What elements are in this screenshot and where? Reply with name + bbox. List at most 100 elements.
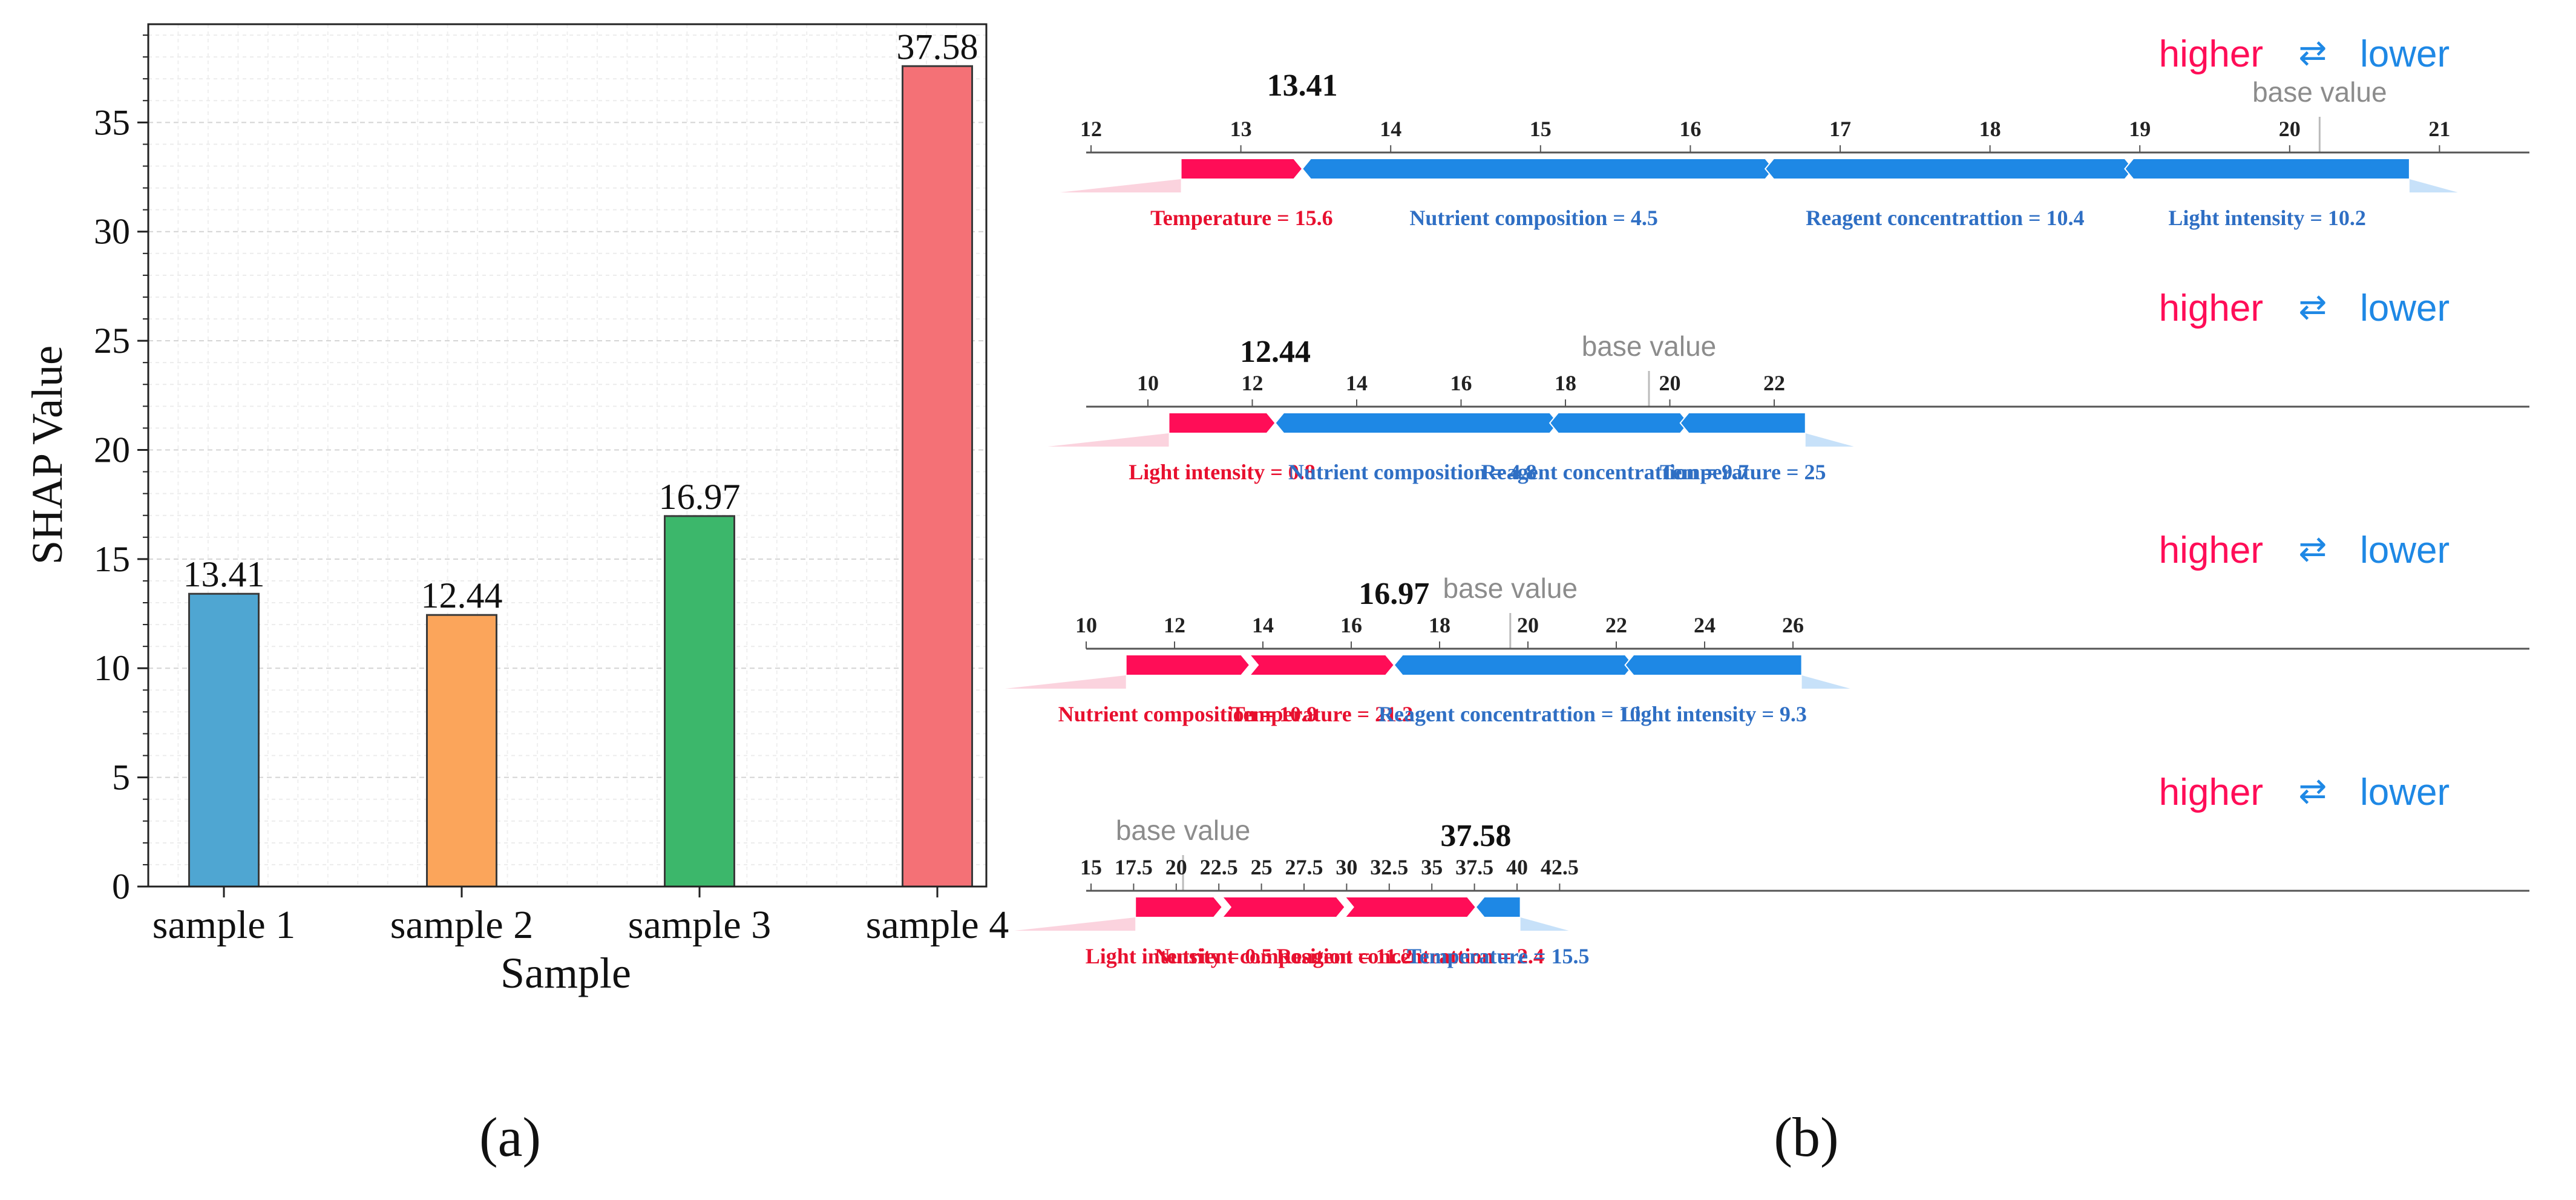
- negative-force-segment: [1301, 158, 1775, 180]
- legend-lower: lower: [2360, 530, 2450, 571]
- force-tick-label: 35: [1421, 855, 1443, 879]
- force-tick-label: 40: [1506, 855, 1528, 879]
- force-tick-label: 19: [2129, 117, 2151, 141]
- output-value-label: 37.58: [1440, 819, 1511, 853]
- negative-force-segment: [1679, 412, 1806, 434]
- legend-arrows-icon: ⇄: [2299, 287, 2327, 326]
- y-axis-label: SHAP Value: [23, 346, 71, 565]
- force-tick-label: 17.5: [1115, 855, 1153, 879]
- force-tick-label: 25: [1251, 855, 1273, 879]
- positive-feature-label: Light intensity = 0.5: [1086, 944, 1273, 968]
- force-tick-label: 18: [1555, 371, 1576, 395]
- output-value-label: 13.41: [1267, 68, 1338, 103]
- negative-fade: [1805, 433, 1854, 447]
- positive-fade: [1047, 433, 1169, 447]
- bar-value-label: 37.58: [897, 27, 978, 67]
- negative-fade: [2409, 179, 2458, 192]
- negative-force-segment: [1475, 896, 1521, 918]
- force-tick-label: 10: [1137, 371, 1159, 395]
- bar-chart: 13.41 12.44 16.97 37.58 0 5 10 15 20 25 30 35 samp…: [23, 23, 1009, 1168]
- force-tick-label: 42.5: [1541, 855, 1579, 879]
- base-value-label: base value: [1443, 572, 1578, 604]
- panel-label-a: (a): [479, 1106, 541, 1168]
- negative-feature-label: Temperature = 25: [1660, 460, 1826, 484]
- force-tick-label: 16: [1679, 117, 1701, 141]
- positive-force-segment: [1125, 654, 1251, 676]
- negative-force-segment: [1393, 654, 1634, 676]
- legend-lower: lower: [2360, 772, 2450, 813]
- y-tick-label: 35: [94, 102, 130, 142]
- panel-label-b: (b): [1774, 1106, 1838, 1168]
- negative-force-segment: [1764, 158, 2134, 180]
- positive-feature-label: Light intensity = 0.8: [1129, 460, 1316, 484]
- positive-fade: [1060, 179, 1181, 192]
- output-value-label: 12.44: [1240, 335, 1311, 369]
- negative-feature-label: Temperature = 15.5: [1407, 944, 1589, 968]
- y-tick-label: 10: [94, 648, 130, 688]
- force-tick-label: 16: [1340, 613, 1362, 637]
- force-tick-label: 22: [1763, 371, 1785, 395]
- y-tick-label: 25: [94, 321, 130, 361]
- force-tick-label: 32.5: [1370, 855, 1408, 879]
- negative-feature-label: Nutrient composition = 4.8: [1288, 460, 1537, 484]
- positive-force-segment: [1180, 158, 1303, 180]
- x-tick-label: sample 3: [628, 903, 771, 947]
- x-tick-label: sample 1: [152, 903, 295, 947]
- negative-fade: [1801, 675, 1850, 689]
- y-tick-label: 0: [112, 867, 130, 907]
- bar-sample-2: [426, 614, 497, 888]
- base-value-label: base value: [1582, 330, 1717, 362]
- legend-higher: higher: [2159, 33, 2263, 75]
- positive-force-segment: [1168, 412, 1276, 434]
- force-plot-2: higher ⇄ lower base value 10 12 14 16 18 20 22 12.4…: [1047, 287, 2529, 484]
- y-tick-label: 20: [94, 430, 130, 470]
- force-tick-label: 16: [1450, 371, 1472, 395]
- force-tick-label: 20: [2279, 117, 2301, 141]
- legend-lower: lower: [2360, 287, 2450, 329]
- positive-fade: [1005, 675, 1126, 689]
- legend-higher: higher: [2159, 772, 2263, 813]
- force-tick-label: 22.5: [1200, 855, 1238, 879]
- force-tick-label: 18: [1429, 613, 1450, 637]
- positive-fade: [1014, 917, 1136, 931]
- force-tick-label: 12: [1164, 613, 1185, 637]
- force-tick-label: 26: [1782, 613, 1804, 637]
- base-value-label: base value: [1116, 815, 1251, 846]
- bar-value-label: 16.97: [659, 477, 741, 517]
- positive-feature-label: Nutrient composition = 10.9: [1058, 702, 1318, 726]
- y-tick-label: 5: [112, 758, 130, 798]
- force-tick-label: 12: [1242, 371, 1263, 395]
- force-tick-label: 21: [2428, 117, 2450, 141]
- x-tick-label: sample 2: [390, 903, 533, 947]
- force-tick-label: 17: [1829, 117, 1851, 141]
- force-plot-3: higher ⇄ lower base value 10 12 14 16 18 20 22 24 26…: [1005, 530, 2529, 726]
- y-tick-label: 30: [94, 212, 130, 252]
- force-tick-label: 10: [1075, 613, 1097, 637]
- bar-sample-4: [902, 65, 973, 888]
- force-tick-label: 20: [1165, 855, 1187, 879]
- legend-arrows-icon: ⇄: [2299, 530, 2327, 568]
- positive-force-segment: [1343, 896, 1477, 918]
- force-tick-label: 12: [1080, 117, 1102, 141]
- force-tick-label: 20: [1517, 613, 1539, 637]
- output-value-label: 16.97: [1358, 577, 1429, 611]
- force-tick-label: 18: [1979, 117, 2001, 141]
- x-axis-label: Sample: [500, 949, 631, 997]
- plot-frame: [147, 23, 988, 888]
- bar-sample-1: [188, 592, 260, 888]
- force-tick-label: 22: [1605, 613, 1627, 637]
- force-tick-label: 15: [1530, 117, 1552, 141]
- y-axis-ticks: 0 5 10 15 20 25 30 35: [94, 34, 148, 907]
- negative-feature-label: Reagent concentrattion = 10.4: [1806, 206, 2084, 230]
- force-tick-label: 30: [1336, 855, 1357, 879]
- bar-sample-3: [664, 515, 735, 888]
- negative-force-segment: [1624, 654, 1803, 676]
- negative-force-segment: [1549, 412, 1690, 434]
- negative-feature-label: Nutrient composition = 4.5: [1409, 206, 1658, 230]
- bar-value-label: 12.44: [421, 575, 503, 615]
- negative-feature-label: Reagent concentrattion = 9.7: [1481, 460, 1749, 484]
- force-tick-label: 24: [1694, 613, 1716, 637]
- bar-value-label: 13.41: [183, 554, 265, 594]
- x-tick-label: sample 4: [866, 903, 1009, 947]
